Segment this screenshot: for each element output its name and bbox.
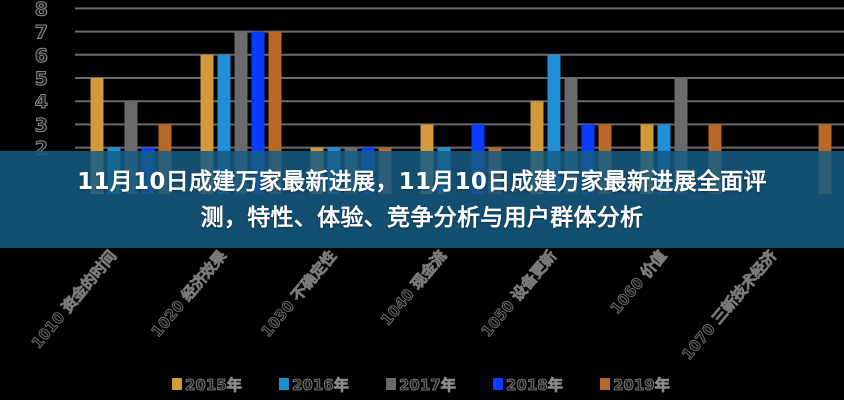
x-tick-label: 1070 三新技术经济: [678, 246, 780, 363]
x-tick-label: 1010 资金的时间: [28, 247, 120, 352]
y-tick-label: 5: [35, 68, 48, 90]
headline-banner: 11月10日成建万家最新进展，11月10日成建万家最新进展全面评测，特性、体验、…: [0, 151, 844, 248]
x-tick-label: 1020 经济效果: [148, 246, 231, 340]
legend-label: 2016年: [292, 376, 349, 394]
y-tick-label: 8: [35, 0, 48, 20]
legend-label: 2018年: [506, 376, 563, 394]
y-tick-label: 7: [35, 22, 48, 44]
x-tick-label: 1030 不确定性: [258, 247, 341, 341]
legend-swatch: [279, 378, 289, 390]
headline-title: 11月10日成建万家最新进展，11月10日成建万家最新进展全面评测，特性、体验、…: [77, 168, 767, 231]
legend-label: 2017年: [399, 376, 456, 394]
x-tick-label: 1040 现金流: [377, 247, 450, 329]
legend-label: 2019年: [613, 376, 670, 394]
x-tick-label: 1060 价值: [607, 247, 670, 318]
x-tick-label: 1050 设备更新: [478, 247, 561, 341]
legend-swatch: [493, 378, 503, 390]
y-tick-label: 6: [35, 45, 48, 67]
legend-swatch: [172, 378, 182, 390]
legend-swatch: [386, 378, 396, 390]
legend-swatch: [600, 378, 610, 390]
y-tick-label: 3: [35, 114, 48, 136]
y-tick-label: 4: [35, 91, 48, 113]
legend-label: 2015年: [185, 376, 242, 394]
